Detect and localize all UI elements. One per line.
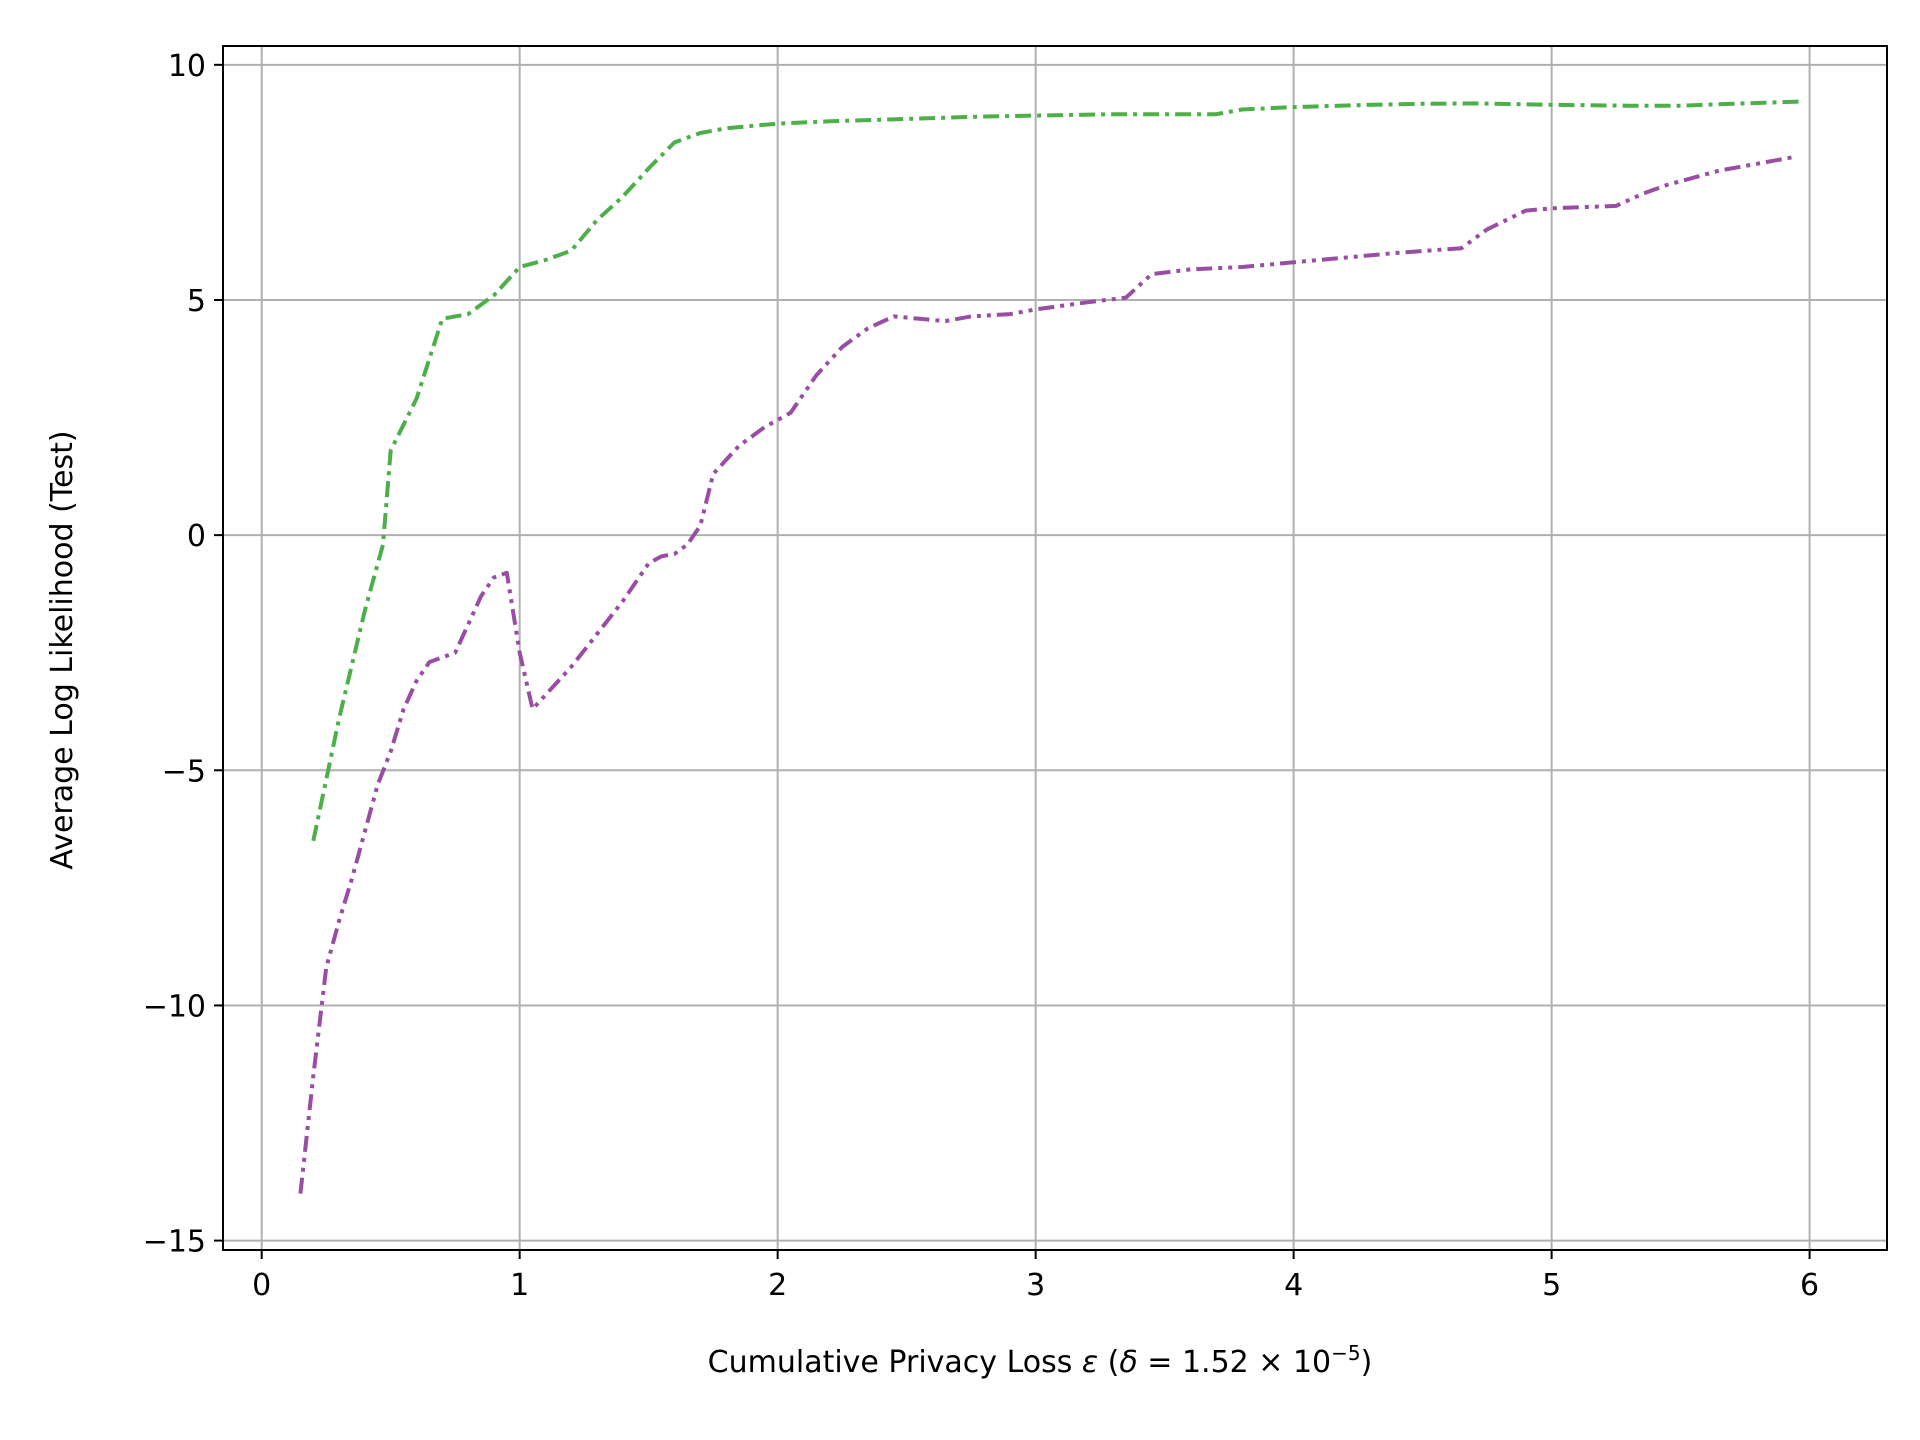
y-tick-label: 0 [187, 519, 206, 554]
y-axis-label: Average Log Likelihood (Test) [45, 430, 80, 869]
x-axis-label-delta: δ [1119, 1345, 1137, 1380]
y-tick-label: −10 [143, 989, 206, 1024]
x-tick-label: 0 [252, 1268, 271, 1303]
series-layer [298, 99, 1802, 1194]
y-tick-label: −15 [143, 1225, 206, 1260]
x-axis-label: Cumulative Privacy Loss ε (δ = 1.52 × 10… [708, 1341, 1373, 1380]
x-tick-label: 1 [510, 1268, 529, 1303]
x-axis-label-exponent: −5 [1331, 1341, 1360, 1365]
x-axis-label-epsilon: ε [1082, 1345, 1098, 1380]
x-tick-label: 5 [1542, 1268, 1561, 1303]
x-tick-label: 2 [768, 1268, 787, 1303]
grid [223, 46, 1887, 1250]
x-tick-label: 3 [1026, 1268, 1045, 1303]
x-tick-label: 6 [1800, 1268, 1819, 1303]
x-tick-label: 4 [1284, 1268, 1303, 1303]
y-tick-label: 10 [168, 49, 206, 84]
ticks: 0 1 2 3 4 5 6 10 5 0 −5 −10 −15 [143, 49, 1819, 1303]
series-line-1 [311, 99, 1802, 842]
series-line-2 [298, 154, 1798, 1194]
y-tick-label: −5 [162, 754, 206, 789]
y-tick-label: 5 [187, 284, 206, 319]
plot-frame [222, 45, 1888, 1251]
